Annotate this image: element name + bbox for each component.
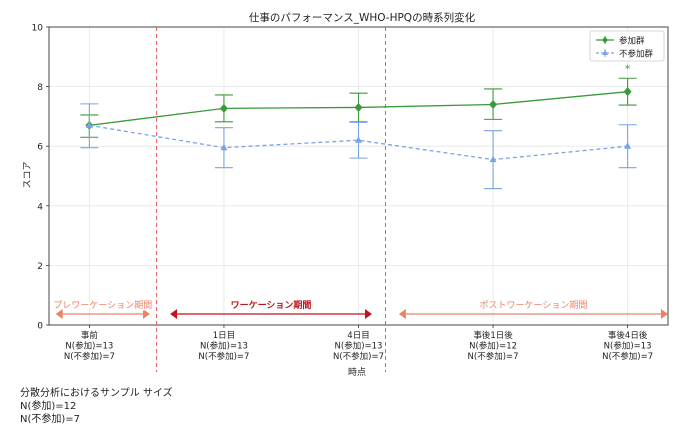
data-point bbox=[85, 121, 93, 128]
y-tick-label: 10 bbox=[32, 24, 44, 34]
data-point bbox=[220, 143, 228, 151]
note-title: 分散分析におけるサンプル サイズ bbox=[20, 388, 173, 399]
significance-marker: * bbox=[625, 63, 631, 76]
x-tick-label: 事前 N(参加)=13 N(不参加)=7 bbox=[64, 330, 115, 362]
phase-label: プレワーケーション期間 bbox=[53, 300, 152, 311]
chart: 仕事のパフォーマンス_WHO-HPQの時系列変化 0 2 4 6 8 10 事前 N(参加)=… bbox=[23, 11, 669, 378]
x-tick-label: 4日目 N(参加)=13 N(不参加)=7 bbox=[333, 331, 384, 362]
x-axis-label: 時点 bbox=[348, 367, 366, 378]
x-tick-label: 1日目 N(参加)=13 N(不参加)=7 bbox=[198, 331, 249, 362]
phase-label: ポストワーケーション期間 bbox=[480, 300, 588, 311]
y-tick-label: 0 bbox=[37, 322, 43, 332]
data-point bbox=[354, 102, 363, 112]
phase-arrow-head-left bbox=[55, 309, 63, 319]
phase-arrow-head-left bbox=[170, 309, 178, 319]
series-non-participants bbox=[80, 103, 637, 190]
legend-marker bbox=[602, 36, 608, 44]
y-tick-label: 4 bbox=[37, 202, 43, 212]
note-n-participants: N(参加)=12 bbox=[20, 401, 77, 412]
phase-arrow-head-right bbox=[661, 309, 668, 319]
data-point bbox=[489, 155, 497, 163]
y-tick-label: 2 bbox=[37, 262, 43, 272]
data-point bbox=[624, 142, 632, 149]
data-point bbox=[623, 87, 632, 97]
x-tick-label: 事後1日後 N(参加)=12 N(不参加)=7 bbox=[468, 330, 519, 362]
data-point bbox=[489, 99, 498, 109]
note-n-non-participants: N(不参加)=7 bbox=[20, 414, 81, 425]
legend-label: 参加群 bbox=[619, 36, 645, 47]
phase-label: ワーケーション期間 bbox=[231, 299, 312, 311]
legend-marker bbox=[602, 50, 608, 55]
phase-arrow-head-right bbox=[142, 309, 150, 319]
sample-size-note: 分散分析におけるサンプル サイズ N(参加)=12 N(不参加)=7 bbox=[20, 387, 173, 426]
phase-arrow-head-left bbox=[398, 309, 406, 319]
x-tick-label: 事後4日後 N(参加)=13 N(不参加)=7 bbox=[602, 330, 653, 362]
data-point bbox=[219, 103, 228, 113]
phase-arrow-head-right bbox=[364, 309, 372, 319]
data-point bbox=[355, 136, 362, 143]
y-tick-label: 6 bbox=[37, 143, 43, 153]
plot-area: 0 2 4 6 8 10 事前 N(参加)=13 N(不参加)=7 1日目 N(参加)=13 N(不参… bbox=[32, 24, 669, 372]
legend-label: 不参加群 bbox=[619, 49, 654, 60]
chart-title: 仕事のパフォーマンス_WHO-HPQの時系列変化 bbox=[249, 11, 476, 24]
y-axis-label: スコア bbox=[23, 161, 33, 188]
y-tick-label: 8 bbox=[37, 83, 43, 93]
